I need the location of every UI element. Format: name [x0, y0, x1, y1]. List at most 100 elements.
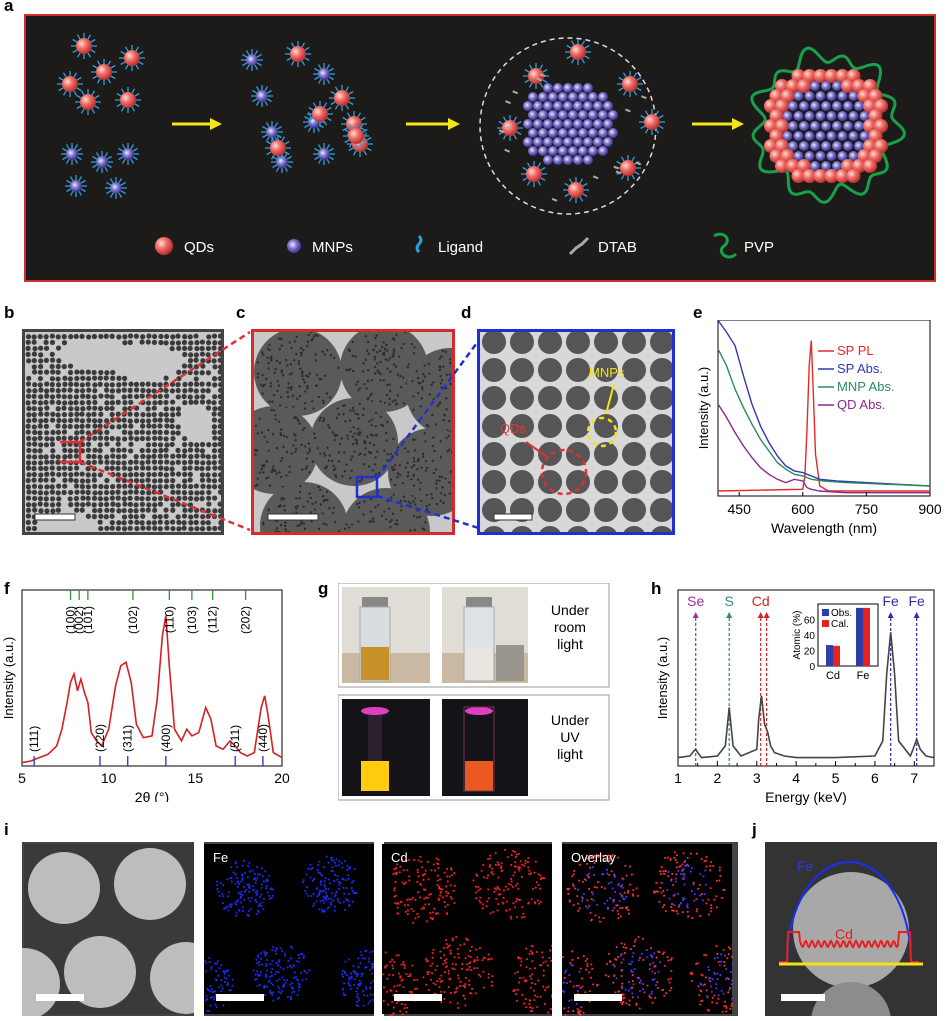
element-count-pixel [445, 906, 447, 908]
element-count-pixel [329, 882, 331, 884]
element-count-pixel [538, 903, 540, 905]
element-count-pixel [450, 867, 452, 869]
mnp-particle [548, 110, 558, 120]
element-count-pixel [365, 950, 367, 952]
element-count-pixel [573, 885, 575, 887]
element-count-pixel [432, 957, 434, 959]
element-count-pixel [577, 1011, 579, 1013]
element-count-pixel [262, 875, 264, 877]
nanoparticle-dot [260, 384, 262, 386]
nanoparticle-dot [338, 451, 340, 453]
element-count-pixel [409, 975, 411, 977]
element-count-pixel [347, 865, 349, 867]
element-count-pixel [224, 981, 226, 983]
element-count-pixel [262, 902, 264, 904]
element-count-pixel [651, 971, 653, 973]
nanoparticle-dot [349, 477, 351, 479]
element-count-pixel [222, 884, 224, 886]
element-count-pixel [713, 899, 715, 901]
supraparticle-dot [37, 430, 42, 435]
element-count-pixel [279, 988, 281, 990]
nanoparticle-dot [259, 471, 261, 473]
element-count-pixel [401, 980, 403, 982]
element-count-pixel [639, 957, 641, 959]
element-count-pixel [283, 979, 285, 981]
element-count-pixel [609, 897, 611, 899]
inset-bar [833, 646, 840, 666]
nanoparticle-dot [268, 400, 270, 402]
element-count-pixel [598, 917, 600, 919]
element-count-pixel [432, 917, 434, 919]
mnp-particle [588, 110, 598, 120]
element-count-pixel [696, 910, 698, 912]
element-count-pixel [452, 968, 454, 970]
mnp-particle [553, 137, 563, 147]
element-count-pixel [278, 961, 280, 963]
nanoparticle-dot [296, 525, 298, 527]
element-count-pixel [306, 874, 308, 876]
nanoparticle [482, 358, 506, 382]
element-count-pixel [216, 979, 218, 981]
nanoparticle-dot [310, 511, 312, 513]
nanoparticle-dot [270, 385, 272, 387]
nanoparticle-dot [298, 422, 300, 424]
mnp-particle [843, 141, 853, 151]
nanoparticle-dot [296, 418, 298, 420]
nanoparticle-dot [318, 419, 320, 421]
element-count-pixel [651, 993, 653, 995]
vial-cap [362, 597, 388, 607]
element-count-pixel [234, 873, 236, 875]
supraparticle-dot [38, 478, 43, 483]
element-count-pixel [580, 987, 582, 989]
element-count-pixel [513, 875, 515, 877]
element-count-pixel [229, 989, 231, 991]
supraparticle-dot [32, 460, 37, 465]
element-count-pixel [591, 891, 593, 893]
nanoparticle-dot [267, 476, 269, 478]
element-count-pixel [464, 986, 466, 988]
nanoparticle-dot [269, 484, 271, 486]
element-count-pixel [258, 961, 260, 963]
element-count-pixel [254, 873, 256, 875]
mnp-particle [816, 91, 826, 101]
element-count-pixel [389, 961, 391, 963]
element-count-pixel [228, 975, 230, 977]
supraparticle-dot [38, 424, 43, 429]
nanoparticle-dot [278, 471, 280, 473]
element-count-pixel [708, 978, 710, 980]
element-count-pixel [579, 908, 581, 910]
element-count-pixel [525, 1006, 527, 1008]
mnp-particle [266, 126, 278, 138]
mnp-particle [588, 92, 598, 102]
element-count-pixel [620, 1001, 622, 1003]
element-count-pixel [397, 903, 399, 905]
element-count-pixel [520, 961, 522, 963]
element-count-pixel [346, 869, 348, 871]
element-count-pixel [697, 888, 699, 890]
element-count-pixel [265, 965, 267, 967]
element-marker-label: S [725, 593, 734, 609]
nanoparticle-dot [308, 493, 310, 495]
element-count-pixel [535, 887, 537, 889]
nanoparticle-dot [292, 444, 294, 446]
element-count-pixel [473, 880, 475, 882]
supraparticle-dot [50, 436, 55, 441]
element-count-pixel [411, 965, 413, 967]
element-count-pixel [432, 963, 434, 965]
element-count-pixel [528, 870, 530, 872]
legend-mnps: MNPs [312, 239, 353, 256]
nanoparticle-dot [270, 409, 272, 411]
element-count-pixel [249, 900, 251, 902]
element-count-pixel [532, 953, 534, 955]
element-count-pixel [608, 883, 610, 885]
element-count-pixel [437, 884, 439, 886]
element-count-pixel [669, 990, 671, 992]
nanoparticle-dot [270, 357, 272, 359]
nanoparticle [566, 386, 590, 410]
element-count-pixel [664, 857, 666, 859]
hkl-label: (511) [228, 725, 242, 752]
element-count-pixel [354, 868, 356, 870]
supraparticle-dot [26, 381, 31, 386]
nanoparticle-dot [325, 523, 327, 525]
